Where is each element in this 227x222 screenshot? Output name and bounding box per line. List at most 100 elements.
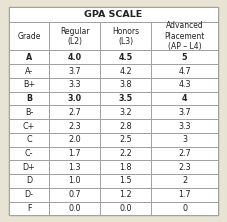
Text: D: D	[26, 176, 32, 186]
Bar	[49, 174, 100, 188]
Text: 2.7: 2.7	[68, 108, 81, 117]
Text: 1.5: 1.5	[119, 176, 132, 186]
Text: 4.2: 4.2	[119, 67, 132, 75]
Bar	[151, 133, 218, 147]
Bar	[100, 202, 151, 215]
Text: 4.0: 4.0	[68, 53, 82, 62]
Bar	[151, 50, 218, 64]
Text: A: A	[26, 53, 32, 62]
Text: 1.0: 1.0	[68, 176, 81, 186]
Bar	[49, 22, 100, 50]
Text: GPA SCALE: GPA SCALE	[84, 10, 143, 19]
Bar	[9, 160, 49, 174]
Text: 0.0: 0.0	[68, 204, 81, 213]
Text: C: C	[26, 135, 32, 144]
Text: 2.2: 2.2	[119, 149, 132, 158]
Text: 4.7: 4.7	[178, 67, 191, 75]
Text: 2.0: 2.0	[68, 135, 81, 144]
Text: 0.7: 0.7	[68, 190, 81, 199]
Text: 3.3: 3.3	[178, 121, 191, 131]
Bar	[151, 64, 218, 78]
Bar	[9, 119, 49, 133]
Text: 2.3: 2.3	[178, 163, 191, 172]
Bar	[9, 7, 218, 22]
Text: B-: B-	[25, 108, 33, 117]
Bar	[100, 174, 151, 188]
Text: 1.7: 1.7	[68, 149, 81, 158]
Bar	[49, 160, 100, 174]
Bar	[151, 202, 218, 215]
Text: A-: A-	[25, 67, 33, 75]
Bar	[49, 50, 100, 64]
Bar	[9, 50, 49, 64]
Bar	[9, 105, 49, 119]
Bar	[100, 64, 151, 78]
Text: 3.3: 3.3	[68, 80, 81, 89]
Text: 3.5: 3.5	[119, 94, 133, 103]
Bar	[49, 133, 100, 147]
Bar	[49, 119, 100, 133]
Bar	[100, 92, 151, 105]
Bar	[9, 188, 49, 202]
Text: F: F	[27, 204, 31, 213]
Text: 0.0: 0.0	[119, 204, 132, 213]
Bar	[151, 92, 218, 105]
Text: 2.3: 2.3	[68, 121, 81, 131]
Bar	[9, 133, 49, 147]
Bar	[49, 78, 100, 92]
Text: 2.5: 2.5	[119, 135, 132, 144]
Text: C+: C+	[23, 121, 35, 131]
Text: 3: 3	[182, 135, 187, 144]
Bar	[151, 105, 218, 119]
Bar	[9, 92, 49, 105]
Bar	[151, 160, 218, 174]
Bar	[49, 147, 100, 160]
Text: Advanced
Placement
(AP – L4): Advanced Placement (AP – L4)	[164, 22, 205, 51]
Text: 2: 2	[182, 176, 187, 186]
Bar	[9, 78, 49, 92]
Text: Grade: Grade	[17, 32, 41, 41]
Text: D-: D-	[25, 190, 34, 199]
Bar	[151, 22, 218, 50]
Bar	[49, 202, 100, 215]
Bar	[151, 188, 218, 202]
Bar	[9, 64, 49, 78]
Text: 1.8: 1.8	[119, 163, 132, 172]
Bar	[100, 133, 151, 147]
Text: 4: 4	[182, 94, 187, 103]
Text: 3.8: 3.8	[119, 80, 132, 89]
Text: 1.7: 1.7	[178, 190, 191, 199]
Bar	[100, 160, 151, 174]
Bar	[100, 22, 151, 50]
Bar	[49, 92, 100, 105]
Text: 4.5: 4.5	[119, 53, 133, 62]
Text: 1.3: 1.3	[68, 163, 81, 172]
Bar	[151, 174, 218, 188]
Bar	[9, 202, 49, 215]
Bar	[49, 105, 100, 119]
Bar	[9, 22, 49, 50]
Text: 3.7: 3.7	[178, 108, 191, 117]
Text: 1.2: 1.2	[119, 190, 132, 199]
Text: 4.3: 4.3	[178, 80, 191, 89]
Text: 0: 0	[182, 204, 187, 213]
Bar	[100, 50, 151, 64]
Bar	[49, 64, 100, 78]
Text: B: B	[26, 94, 32, 103]
Bar	[100, 147, 151, 160]
Bar	[151, 119, 218, 133]
Bar	[9, 147, 49, 160]
Text: B+: B+	[23, 80, 35, 89]
Text: 5: 5	[182, 53, 187, 62]
Text: 2.8: 2.8	[119, 121, 132, 131]
Bar	[100, 105, 151, 119]
Text: 3.2: 3.2	[119, 108, 132, 117]
Bar	[100, 78, 151, 92]
Text: D+: D+	[23, 163, 35, 172]
Bar	[100, 188, 151, 202]
Bar	[49, 188, 100, 202]
Text: 3.7: 3.7	[68, 67, 81, 75]
Text: Honors
(L3): Honors (L3)	[112, 27, 139, 46]
Bar	[100, 119, 151, 133]
Bar	[9, 174, 49, 188]
